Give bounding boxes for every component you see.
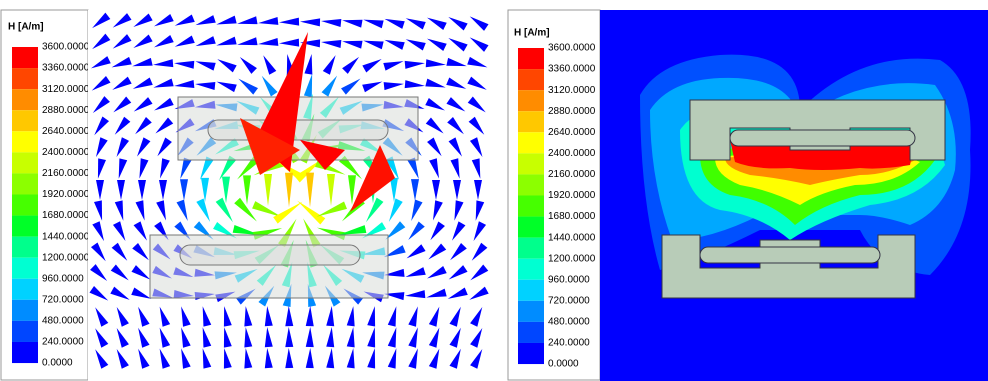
color-band [518, 69, 544, 90]
legend-label: 1920.0000 [548, 190, 596, 201]
color-band [12, 47, 38, 68]
color-band [518, 48, 544, 69]
color-band [12, 89, 38, 110]
color-band [12, 300, 38, 321]
legend-label: 3360.0000 [42, 63, 90, 74]
legend-label: 2880.0000 [42, 105, 90, 116]
legend-title: H [A/m] [8, 22, 44, 33]
legend-label: 3600.0000 [548, 43, 596, 54]
color-band [12, 321, 38, 342]
color-band [12, 194, 38, 215]
legend-label: 0.0000 [548, 359, 579, 370]
color-band [518, 90, 544, 111]
lower-stator [150, 235, 388, 298]
legend-label: 240.0000 [548, 338, 590, 349]
legend-label: 0.0000 [42, 358, 73, 369]
color-band [12, 152, 38, 173]
color-band [518, 301, 544, 322]
color-band [12, 279, 38, 300]
legend-label: 960.0000 [42, 273, 84, 284]
legend-label: 1920.0000 [42, 189, 90, 200]
color-band [12, 258, 38, 279]
legend-label: 2880.0000 [548, 106, 596, 117]
color-band [12, 68, 38, 89]
lower-rotor [700, 247, 880, 263]
legend-label: 480.0000 [42, 316, 84, 327]
color-band [518, 153, 544, 174]
legend-label: 480.0000 [548, 317, 590, 328]
legend-label: 1680.0000 [548, 211, 596, 222]
legend-label: 1200.0000 [548, 253, 596, 264]
legend-label: 720.0000 [548, 295, 590, 306]
upper-rotor [730, 130, 915, 146]
color-band [518, 111, 544, 132]
legend-label: 2160.0000 [548, 169, 596, 180]
legend-label: 720.0000 [42, 294, 84, 305]
color-band [12, 342, 38, 363]
color-band [12, 237, 38, 258]
legend-label: 1200.0000 [42, 252, 90, 263]
legend-label: 3120.0000 [42, 84, 90, 95]
legend-label: 1440.0000 [548, 232, 596, 243]
color-band [518, 195, 544, 216]
color-band [12, 216, 38, 237]
legend-label: 2640.0000 [548, 127, 596, 138]
color-band [518, 174, 544, 195]
legend-label: 2400.0000 [548, 148, 596, 159]
legend-label: 1680.0000 [42, 210, 90, 221]
legend-label: 3120.0000 [548, 85, 596, 96]
color-band [12, 173, 38, 194]
figure: H [A/m] 3600.0000 3360.0000 3120.0000 2880.… [0, 0, 988, 381]
color-band [518, 132, 544, 153]
legend-title: H [A/m] [514, 28, 550, 39]
legend-label: 3600.0000 [42, 42, 90, 53]
upper-rotor [208, 120, 388, 140]
color-band [518, 259, 544, 280]
color-band [518, 343, 544, 364]
legend-label: 3360.0000 [548, 64, 596, 75]
color-band [12, 131, 38, 152]
legend-label: 1440.0000 [42, 231, 90, 242]
color-band [12, 110, 38, 131]
color-band [518, 217, 544, 238]
color-band [518, 238, 544, 259]
legend-label: 240.0000 [42, 337, 84, 348]
lower-rotor [180, 245, 360, 265]
legend-label: 2400.0000 [42, 147, 90, 158]
color-band [518, 280, 544, 301]
color-band [518, 322, 544, 343]
legend-label: 960.0000 [548, 274, 590, 285]
legend-label: 2160.0000 [42, 168, 90, 179]
legend-label: 2640.0000 [42, 126, 90, 137]
